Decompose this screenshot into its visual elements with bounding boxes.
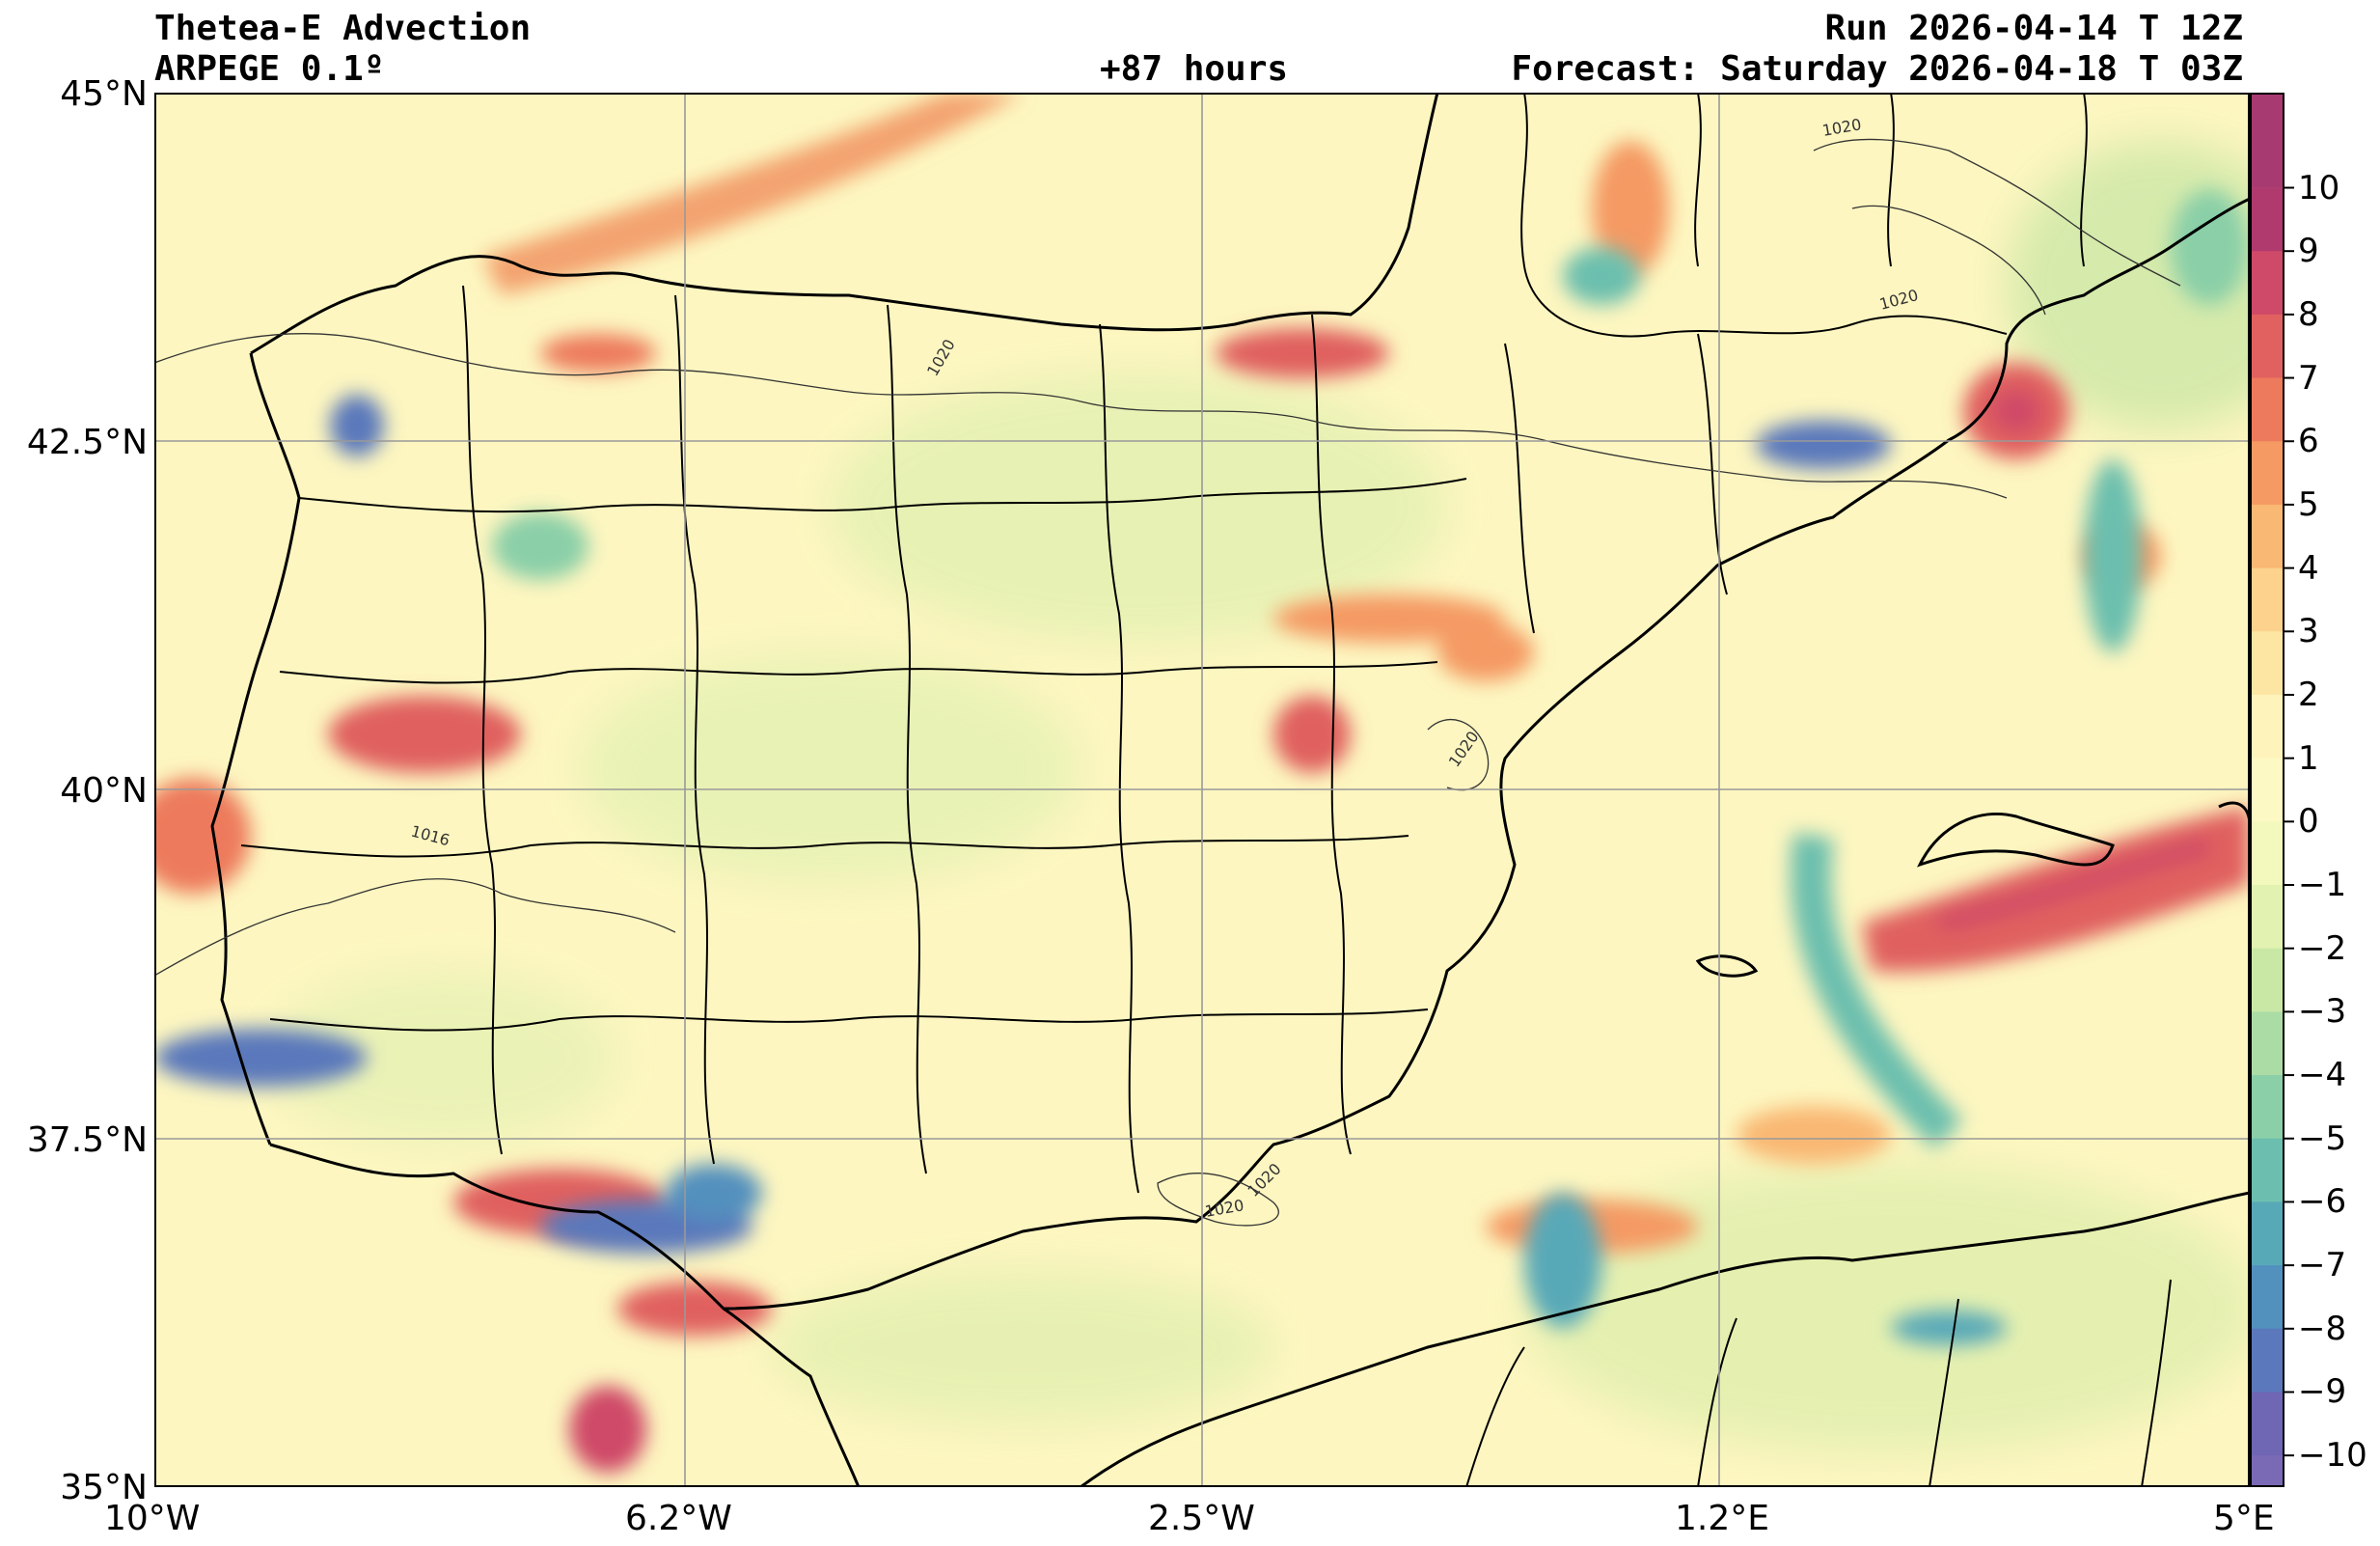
colorbar-bin xyxy=(2250,885,2284,950)
colorbar-tick-label: 9 xyxy=(2298,232,2319,271)
colorbar-tick-label: −4 xyxy=(2298,1056,2347,1095)
colorbar-bin xyxy=(2250,1201,2284,1266)
admin-borders xyxy=(240,93,2172,1487)
colorbar-bin xyxy=(2250,1075,2284,1140)
colorbar-tick-label: 1 xyxy=(2298,738,2319,778)
negative-advection-broad xyxy=(270,141,2250,1453)
colorbar-tick-label: 0 xyxy=(2298,802,2319,842)
lat-tick: 37.5°N xyxy=(26,1120,148,1160)
colorbar-tick-label: −9 xyxy=(2298,1372,2347,1412)
model-label: ARPEGE 0.1º xyxy=(154,49,385,89)
colorbar-tick-label: −8 xyxy=(2298,1309,2347,1348)
colorbar-tick-label: −5 xyxy=(2298,1118,2347,1158)
colorbar-bin xyxy=(2250,821,2284,886)
colorbar-bin xyxy=(2250,567,2284,632)
colorbar-bin xyxy=(2250,504,2284,569)
colorbar-tick-label: −6 xyxy=(2298,1182,2347,1222)
colorbar-bin xyxy=(2250,1011,2284,1076)
colorbar-bin xyxy=(2250,694,2284,759)
map-panel: 1020 1020 1020 1020 1020 1016 1020 xyxy=(154,93,2250,1487)
colorbar-bin xyxy=(2250,1265,2284,1330)
colorbar-tick-label: −2 xyxy=(2298,928,2347,968)
colorbar-bin xyxy=(2250,1455,2284,1487)
colorbar xyxy=(2250,93,2294,1487)
colorbar-tick-label: 10 xyxy=(2298,168,2340,207)
map-frame xyxy=(154,93,2250,1487)
colorbar-bin xyxy=(2250,441,2284,506)
lon-tick: 5°E xyxy=(2213,1499,2275,1538)
colorbar-bin xyxy=(2250,758,2284,822)
colorbar-tick-label: 5 xyxy=(2298,484,2319,524)
coastlines xyxy=(210,93,2250,1487)
colorbar-bin xyxy=(2250,1392,2284,1456)
colorbar-bin xyxy=(2250,187,2284,252)
lon-tick: 10°W xyxy=(104,1499,201,1538)
lon-tick: 1.2°E xyxy=(1675,1499,1769,1538)
colorbar-bin xyxy=(2250,1328,2284,1393)
lat-tick: 45°N xyxy=(60,74,148,114)
map-title: Thetea-E Advection xyxy=(154,9,532,48)
isobars xyxy=(154,138,2181,1227)
lon-tick: 6.2°W xyxy=(625,1499,732,1538)
lat-tick: 40°N xyxy=(60,771,148,811)
lead-time: +87 hours xyxy=(1100,49,1289,89)
colorbar-bin xyxy=(2250,251,2284,316)
lat-tick: 35°N xyxy=(60,1468,148,1507)
colorbar-tick-label: −10 xyxy=(2298,1436,2367,1476)
colorbar-tick-label: 7 xyxy=(2298,358,2319,398)
gridlines xyxy=(154,93,2250,1487)
colorbar-tick-label: 6 xyxy=(2298,422,2319,461)
run-time: Run 2026-04-14 T 12Z xyxy=(1824,9,2243,48)
colorbar-tick-label: 8 xyxy=(2298,294,2319,334)
colorbar-tick-label: −3 xyxy=(2298,992,2347,1032)
colorbar-bin xyxy=(2250,314,2284,379)
lat-tick: 42.5°N xyxy=(26,423,148,462)
lon-tick: 2.5°W xyxy=(1148,1499,1255,1538)
forecast-time: Forecast: Saturday 2026-04-18 T 03Z xyxy=(1511,49,2243,89)
colorbar-bin xyxy=(2250,93,2284,188)
colorbar-frame xyxy=(2250,93,2284,1487)
colorbar-tick-label: 2 xyxy=(2298,675,2319,714)
colorbar-bin xyxy=(2250,631,2284,696)
colorbar-bin xyxy=(2250,377,2284,442)
colorbar-tick-label: −7 xyxy=(2298,1246,2347,1285)
colorbar-bin xyxy=(2250,1138,2284,1202)
colorbar-tick-label: 3 xyxy=(2298,612,2319,651)
colorbar-tick-label: −1 xyxy=(2298,866,2347,905)
colorbar-tick-label: 4 xyxy=(2298,548,2319,588)
colorbar-bin xyxy=(2250,948,2284,1012)
